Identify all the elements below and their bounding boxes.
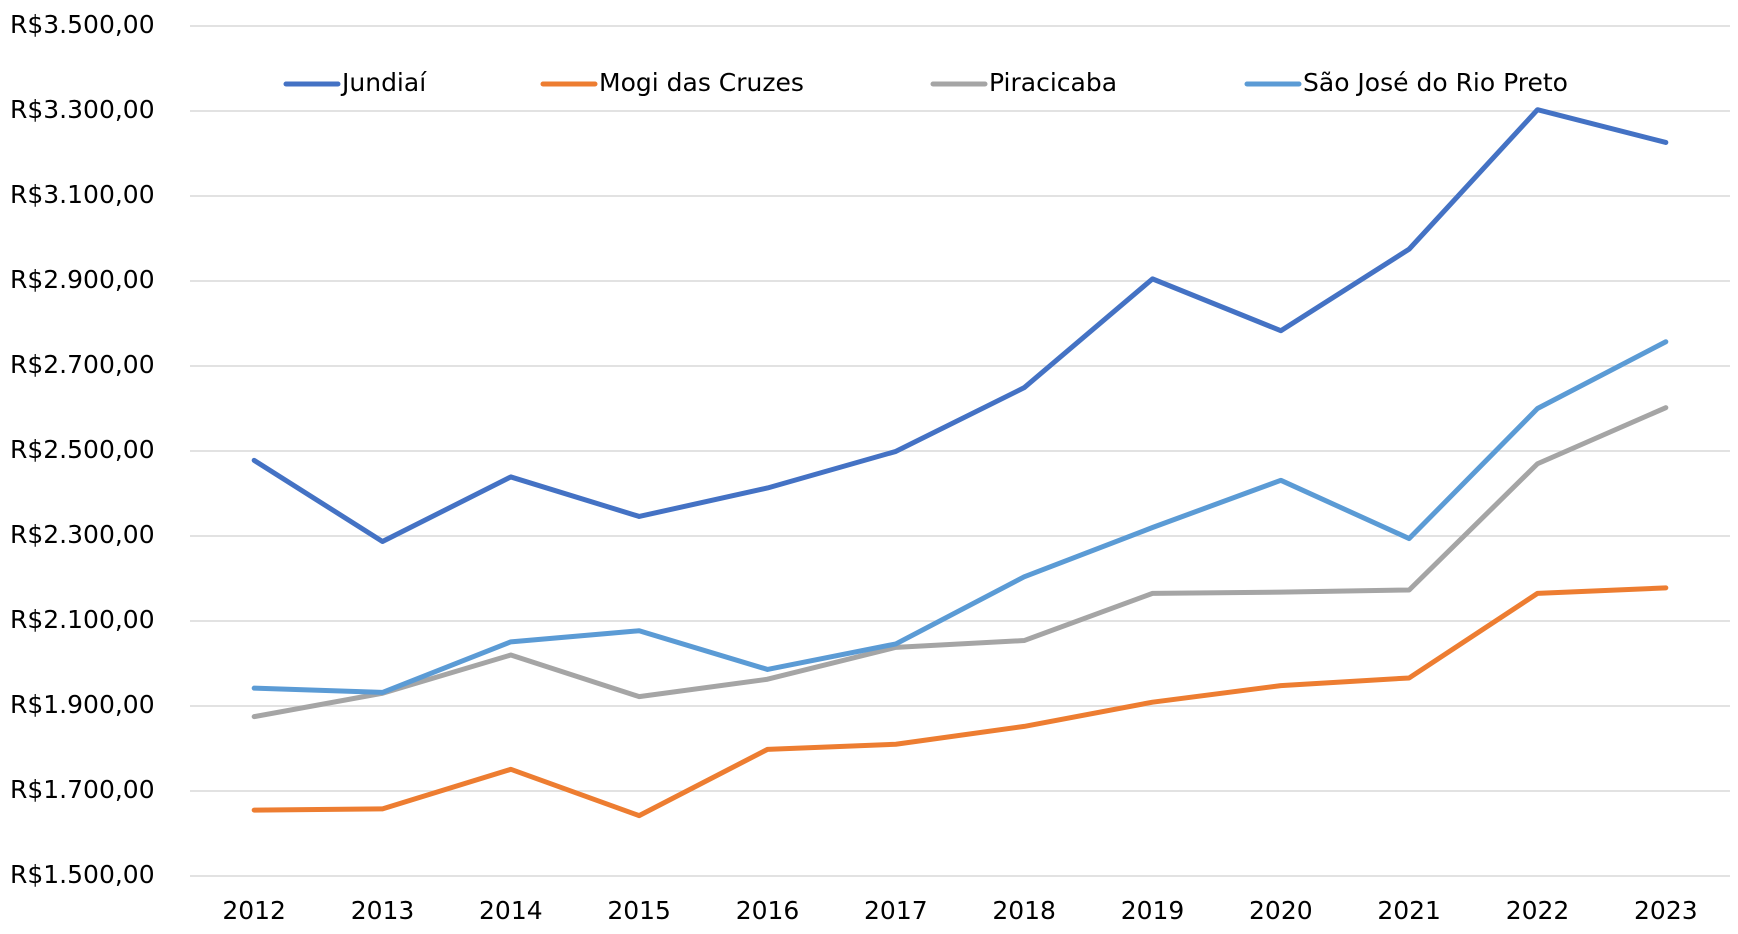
x-tick-label: 2013 (351, 896, 415, 925)
series-line (251, 405, 1669, 720)
x-tick-label: 2017 (864, 896, 928, 925)
y-tick-label: R$3.300,00 (10, 95, 155, 124)
x-tick-label: 2022 (1506, 896, 1570, 925)
x-tick-label: 2012 (222, 896, 286, 925)
y-tick-label: R$3.100,00 (10, 180, 155, 209)
x-tick-label: 2014 (479, 896, 543, 925)
legend-label: São José do Rio Preto (1303, 68, 1568, 97)
x-tick-label: 2023 (1634, 896, 1698, 925)
x-tick-label: 2020 (1249, 896, 1313, 925)
x-tick-label: 2018 (992, 896, 1056, 925)
x-tick-label: 2021 (1377, 896, 1441, 925)
legend-label: Jundiaí (340, 68, 427, 97)
y-tick-label: R$2.700,00 (10, 350, 155, 379)
x-tick-label: 2019 (1121, 896, 1185, 925)
series-line (251, 107, 1669, 545)
legend-label: Mogi das Cruzes (599, 68, 804, 97)
series-line (251, 585, 1669, 819)
y-tick-label: R$2.500,00 (10, 435, 155, 464)
y-tick-label: R$2.100,00 (10, 605, 155, 634)
y-tick-label: R$2.300,00 (10, 520, 155, 549)
x-tick-label: 2016 (736, 896, 800, 925)
legend-label: Piracicaba (989, 68, 1117, 97)
series-line (251, 339, 1669, 695)
y-tick-label: R$3.500,00 (10, 10, 155, 39)
y-tick-label: R$1.900,00 (10, 690, 155, 719)
y-tick-label: R$1.500,00 (10, 860, 155, 889)
y-tick-label: R$2.900,00 (10, 265, 155, 294)
x-tick-label: 2015 (607, 896, 671, 925)
y-tick-label: R$1.700,00 (10, 775, 155, 804)
